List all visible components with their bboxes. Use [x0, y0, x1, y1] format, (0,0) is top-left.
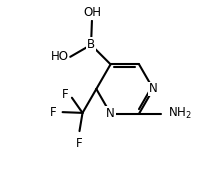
Text: F: F: [76, 137, 82, 150]
Text: OH: OH: [83, 6, 101, 19]
Text: B: B: [87, 38, 95, 51]
Text: HO: HO: [51, 50, 68, 63]
Text: N: N: [106, 107, 115, 120]
Text: N: N: [149, 82, 158, 96]
Text: F: F: [62, 88, 68, 101]
Text: F: F: [50, 106, 57, 119]
Text: NH$_2$: NH$_2$: [168, 106, 192, 121]
